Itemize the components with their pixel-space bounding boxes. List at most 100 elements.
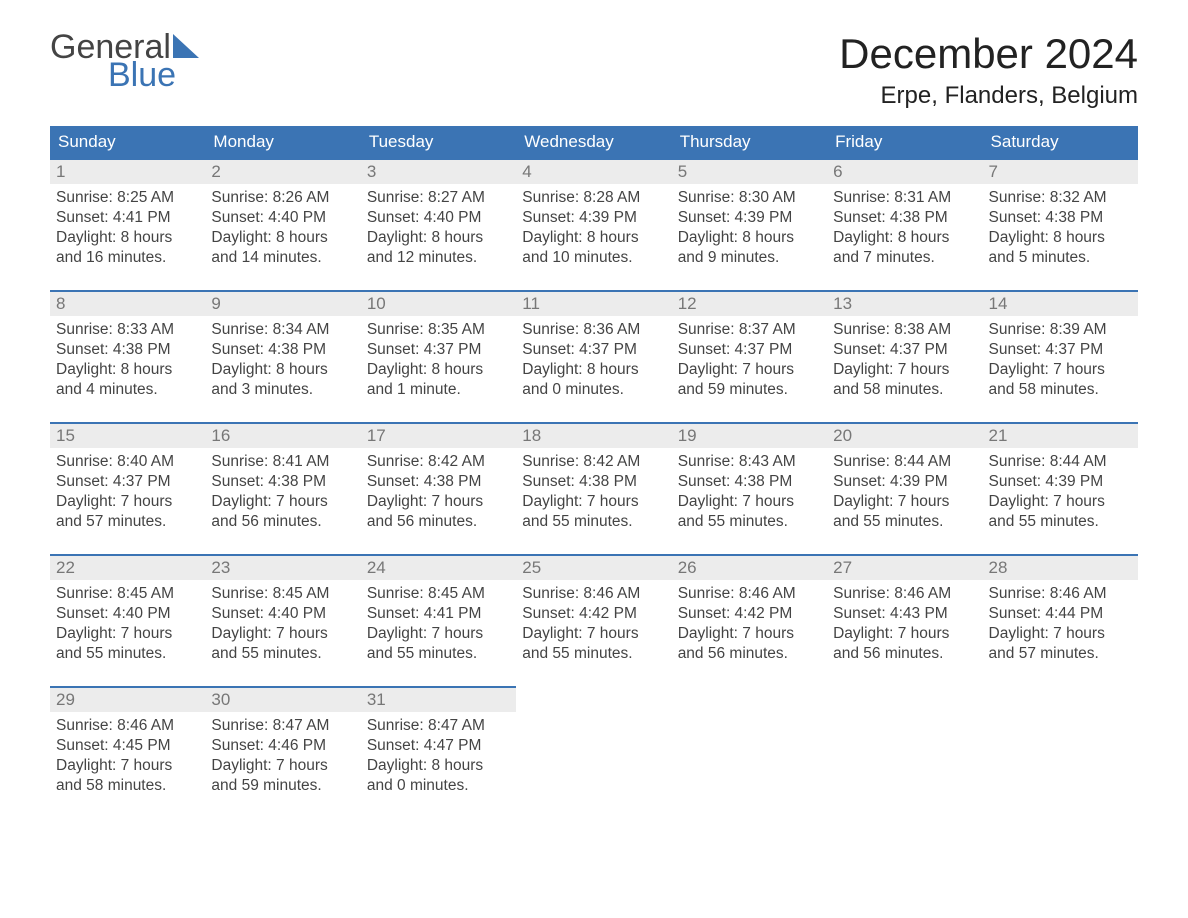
day-content: 24Sunrise: 8:45 AMSunset: 4:41 PMDayligh…: [361, 554, 516, 675]
day-content: 29Sunrise: 8:46 AMSunset: 4:45 PMDayligh…: [50, 686, 205, 807]
day-d1: Daylight: 7 hours: [678, 492, 821, 512]
day-d1: Daylight: 7 hours: [522, 492, 665, 512]
day-content: 1Sunrise: 8:25 AMSunset: 4:41 PMDaylight…: [50, 158, 205, 279]
day-d1: Daylight: 8 hours: [56, 228, 199, 248]
day-sunset: Sunset: 4:39 PM: [833, 472, 976, 492]
day-content: 25Sunrise: 8:46 AMSunset: 4:42 PMDayligh…: [516, 554, 671, 675]
day-content: 13Sunrise: 8:38 AMSunset: 4:37 PMDayligh…: [827, 290, 982, 411]
calendar-week-row: 1Sunrise: 8:25 AMSunset: 4:41 PMDaylight…: [50, 158, 1138, 290]
day-d2: and 55 minutes.: [56, 644, 199, 664]
day-info: Sunrise: 8:35 AMSunset: 4:37 PMDaylight:…: [361, 316, 516, 411]
calendar-day-cell: 29Sunrise: 8:46 AMSunset: 4:45 PMDayligh…: [50, 686, 205, 818]
day-content: 22Sunrise: 8:45 AMSunset: 4:40 PMDayligh…: [50, 554, 205, 675]
day-number: 9: [205, 290, 360, 316]
day-content: 7Sunrise: 8:32 AMSunset: 4:38 PMDaylight…: [983, 158, 1138, 279]
day-number: 5: [672, 158, 827, 184]
day-d1: Daylight: 8 hours: [522, 360, 665, 380]
calendar-day-cell: 28Sunrise: 8:46 AMSunset: 4:44 PMDayligh…: [983, 554, 1138, 686]
day-d2: and 59 minutes.: [678, 380, 821, 400]
day-d1: Daylight: 7 hours: [56, 492, 199, 512]
calendar-day-cell: 23Sunrise: 8:45 AMSunset: 4:40 PMDayligh…: [205, 554, 360, 686]
day-info: Sunrise: 8:47 AMSunset: 4:47 PMDaylight:…: [361, 712, 516, 807]
day-sunset: Sunset: 4:38 PM: [678, 472, 821, 492]
weekday-header-row: Sunday Monday Tuesday Wednesday Thursday…: [50, 126, 1138, 158]
day-d2: and 12 minutes.: [367, 248, 510, 268]
day-content: 8Sunrise: 8:33 AMSunset: 4:38 PMDaylight…: [50, 290, 205, 411]
day-sunset: Sunset: 4:38 PM: [211, 340, 354, 360]
calendar-day-cell: [516, 686, 671, 818]
day-number: 15: [50, 422, 205, 448]
day-d1: Daylight: 7 hours: [678, 624, 821, 644]
day-sunset: Sunset: 4:38 PM: [833, 208, 976, 228]
day-sunrise: Sunrise: 8:46 AM: [522, 584, 665, 604]
day-sunrise: Sunrise: 8:40 AM: [56, 452, 199, 472]
day-number: 29: [50, 686, 205, 712]
day-info: Sunrise: 8:46 AMSunset: 4:43 PMDaylight:…: [827, 580, 982, 675]
day-number: 23: [205, 554, 360, 580]
calendar-day-cell: 27Sunrise: 8:46 AMSunset: 4:43 PMDayligh…: [827, 554, 982, 686]
day-sunrise: Sunrise: 8:31 AM: [833, 188, 976, 208]
day-info: Sunrise: 8:46 AMSunset: 4:42 PMDaylight:…: [516, 580, 671, 675]
day-content: 11Sunrise: 8:36 AMSunset: 4:37 PMDayligh…: [516, 290, 671, 411]
col-tuesday: Tuesday: [361, 126, 516, 158]
day-d1: Daylight: 7 hours: [522, 624, 665, 644]
day-d2: and 0 minutes.: [522, 380, 665, 400]
day-content: 9Sunrise: 8:34 AMSunset: 4:38 PMDaylight…: [205, 290, 360, 411]
logo: General Blue: [50, 30, 199, 92]
day-d2: and 57 minutes.: [56, 512, 199, 532]
day-info: Sunrise: 8:25 AMSunset: 4:41 PMDaylight:…: [50, 184, 205, 279]
day-sunset: Sunset: 4:38 PM: [211, 472, 354, 492]
day-info: Sunrise: 8:33 AMSunset: 4:38 PMDaylight:…: [50, 316, 205, 411]
day-number: 25: [516, 554, 671, 580]
day-d1: Daylight: 7 hours: [367, 624, 510, 644]
title-block: December 2024 Erpe, Flanders, Belgium: [839, 30, 1138, 120]
day-sunrise: Sunrise: 8:46 AM: [678, 584, 821, 604]
col-friday: Friday: [827, 126, 982, 158]
day-info: Sunrise: 8:45 AMSunset: 4:40 PMDaylight:…: [205, 580, 360, 675]
day-d2: and 58 minutes.: [56, 776, 199, 796]
day-sunrise: Sunrise: 8:26 AM: [211, 188, 354, 208]
calendar-day-cell: 6Sunrise: 8:31 AMSunset: 4:38 PMDaylight…: [827, 158, 982, 290]
day-content: 21Sunrise: 8:44 AMSunset: 4:39 PMDayligh…: [983, 422, 1138, 543]
day-sunset: Sunset: 4:39 PM: [678, 208, 821, 228]
day-info: Sunrise: 8:41 AMSunset: 4:38 PMDaylight:…: [205, 448, 360, 543]
day-info: Sunrise: 8:45 AMSunset: 4:41 PMDaylight:…: [361, 580, 516, 675]
calendar-day-cell: 18Sunrise: 8:42 AMSunset: 4:38 PMDayligh…: [516, 422, 671, 554]
day-info: Sunrise: 8:42 AMSunset: 4:38 PMDaylight:…: [361, 448, 516, 543]
calendar-day-cell: 8Sunrise: 8:33 AMSunset: 4:38 PMDaylight…: [50, 290, 205, 422]
day-sunrise: Sunrise: 8:47 AM: [211, 716, 354, 736]
day-sunrise: Sunrise: 8:27 AM: [367, 188, 510, 208]
day-d1: Daylight: 8 hours: [522, 228, 665, 248]
day-sunset: Sunset: 4:46 PM: [211, 736, 354, 756]
calendar-day-cell: 26Sunrise: 8:46 AMSunset: 4:42 PMDayligh…: [672, 554, 827, 686]
day-info: Sunrise: 8:42 AMSunset: 4:38 PMDaylight:…: [516, 448, 671, 543]
day-d2: and 55 minutes.: [833, 512, 976, 532]
calendar-day-cell: 22Sunrise: 8:45 AMSunset: 4:40 PMDayligh…: [50, 554, 205, 686]
day-info: Sunrise: 8:46 AMSunset: 4:44 PMDaylight:…: [983, 580, 1138, 675]
day-content: 23Sunrise: 8:45 AMSunset: 4:40 PMDayligh…: [205, 554, 360, 675]
calendar-day-cell: 25Sunrise: 8:46 AMSunset: 4:42 PMDayligh…: [516, 554, 671, 686]
day-d1: Daylight: 8 hours: [367, 228, 510, 248]
day-sunrise: Sunrise: 8:44 AM: [989, 452, 1132, 472]
calendar-week-row: 8Sunrise: 8:33 AMSunset: 4:38 PMDaylight…: [50, 290, 1138, 422]
day-number: 30: [205, 686, 360, 712]
day-d2: and 0 minutes.: [367, 776, 510, 796]
calendar-day-cell: 15Sunrise: 8:40 AMSunset: 4:37 PMDayligh…: [50, 422, 205, 554]
day-sunrise: Sunrise: 8:45 AM: [211, 584, 354, 604]
day-sunrise: Sunrise: 8:28 AM: [522, 188, 665, 208]
day-d1: Daylight: 8 hours: [989, 228, 1132, 248]
day-info: Sunrise: 8:31 AMSunset: 4:38 PMDaylight:…: [827, 184, 982, 279]
day-d2: and 14 minutes.: [211, 248, 354, 268]
day-number: 24: [361, 554, 516, 580]
day-info: Sunrise: 8:34 AMSunset: 4:38 PMDaylight:…: [205, 316, 360, 411]
day-d2: and 55 minutes.: [989, 512, 1132, 532]
day-d2: and 57 minutes.: [989, 644, 1132, 664]
logo-sail-icon: [173, 34, 199, 58]
calendar-table: Sunday Monday Tuesday Wednesday Thursday…: [50, 126, 1138, 818]
day-sunset: Sunset: 4:40 PM: [211, 604, 354, 624]
day-sunrise: Sunrise: 8:42 AM: [367, 452, 510, 472]
calendar-day-cell: 21Sunrise: 8:44 AMSunset: 4:39 PMDayligh…: [983, 422, 1138, 554]
day-info: Sunrise: 8:32 AMSunset: 4:38 PMDaylight:…: [983, 184, 1138, 279]
calendar-day-cell: 11Sunrise: 8:36 AMSunset: 4:37 PMDayligh…: [516, 290, 671, 422]
day-sunrise: Sunrise: 8:43 AM: [678, 452, 821, 472]
